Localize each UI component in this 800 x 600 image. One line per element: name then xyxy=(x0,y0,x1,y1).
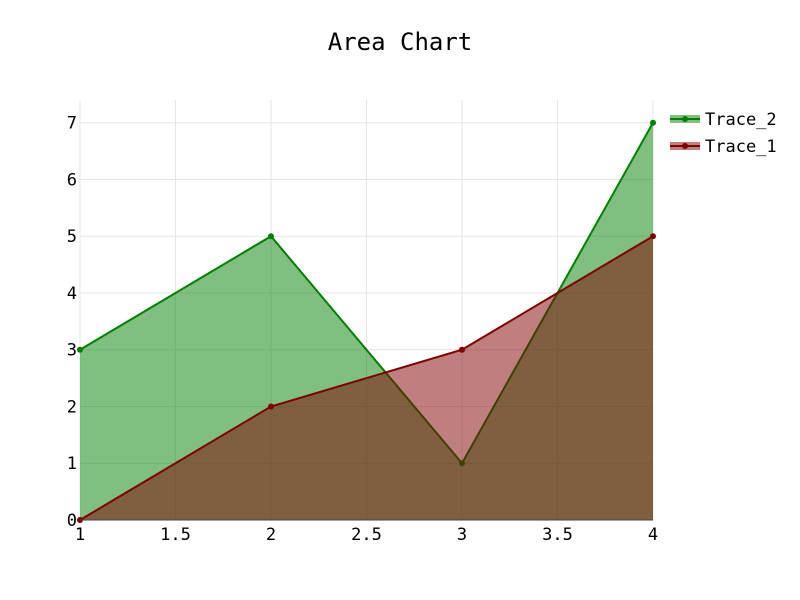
x-tick-label: 2 xyxy=(266,525,276,545)
data-point-trace-2[interactable] xyxy=(77,346,83,353)
legend-label: Trace_2 xyxy=(705,110,777,130)
x-tick-label: 2.5 xyxy=(351,525,382,545)
data-point-trace-1[interactable] xyxy=(650,233,656,240)
data-point-trace-2[interactable] xyxy=(650,119,656,126)
x-tick-label: 1.5 xyxy=(160,525,191,545)
y-tick-label: 0 xyxy=(67,511,77,531)
legend-item-trace-1[interactable]: Trace_1 xyxy=(670,137,777,157)
data-point-trace-2[interactable] xyxy=(268,233,274,240)
legend-item-trace-2[interactable]: Trace_2 xyxy=(670,110,777,130)
x-tick-label: 3.5 xyxy=(542,525,573,545)
legend[interactable]: Trace_2 Trace_1 xyxy=(670,110,777,157)
x-tick-label: 4 xyxy=(648,525,658,545)
y-tick-label: 5 xyxy=(67,227,77,247)
chart-title: Area Chart xyxy=(328,28,473,56)
x-tick-label: 1 xyxy=(75,525,85,545)
legend-label: Trace_1 xyxy=(705,137,777,157)
y-tick-label: 4 xyxy=(67,284,77,304)
y-tick-label: 7 xyxy=(67,114,77,134)
plot-area xyxy=(77,119,656,523)
x-tick-label: 3 xyxy=(457,525,467,545)
y-tick-label: 2 xyxy=(67,397,77,417)
y-tick-label: 6 xyxy=(67,170,77,190)
legend-marker xyxy=(682,143,688,149)
data-point-trace-1[interactable] xyxy=(268,403,274,410)
legend-marker xyxy=(682,116,688,122)
y-tick-label: 3 xyxy=(67,341,77,361)
series-line-trace-1 xyxy=(79,235,654,521)
area-fill-trace-1 xyxy=(80,236,653,520)
y-tick-label: 1 xyxy=(67,454,77,474)
data-point-trace-1[interactable] xyxy=(459,346,465,353)
